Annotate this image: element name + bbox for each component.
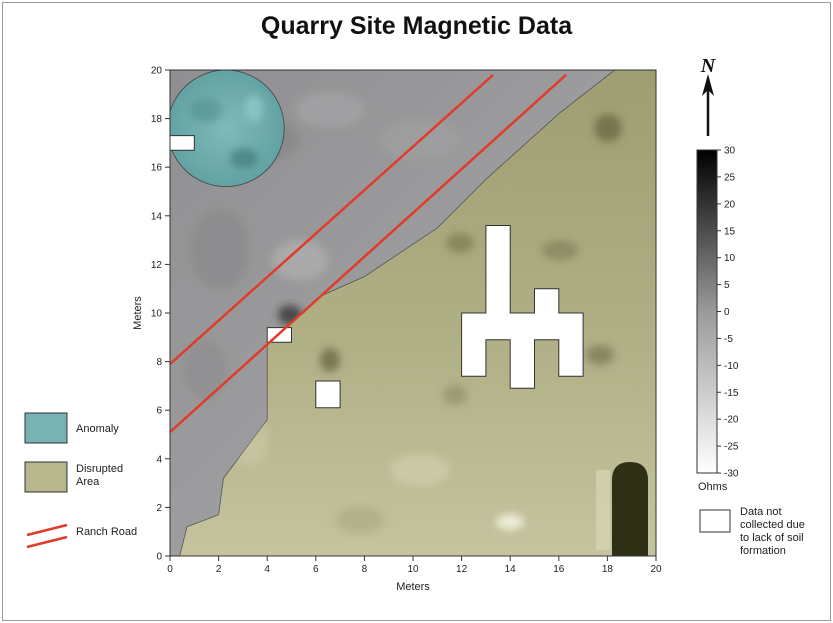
colorbar-tick-label--25: -25 <box>724 442 739 453</box>
y-axis: 0 2 4 6 8 10 12 14 16 18 20 <box>151 66 170 563</box>
no-data-area-4 <box>461 225 584 389</box>
colorbar-tick-label-10: 10 <box>724 253 736 264</box>
y-axis-title: Meters <box>132 296 144 330</box>
x-tick-label-18: 18 <box>602 564 614 575</box>
y-tick-label-10: 10 <box>151 309 163 320</box>
legend-swatch-anomaly <box>24 412 68 444</box>
legend-label-disrupted-line2: Area <box>76 476 100 488</box>
y-tick-label-8: 8 <box>156 357 162 368</box>
y-tick-label-18: 18 <box>151 114 163 125</box>
colorbar-tick-label-20: 20 <box>724 199 736 210</box>
x-tick-label-0: 0 <box>167 564 173 575</box>
ranch-road <box>170 73 567 433</box>
legend-road-line-2 <box>26 535 68 549</box>
dark-anomaly-blob <box>612 462 648 556</box>
legend-label-disrupted: Disrupted Area <box>76 463 126 488</box>
legend-swatch-nodata <box>699 509 731 533</box>
colorbar-tick-label--10: -10 <box>724 361 739 372</box>
legend-label-disrupted-line1: Disrupted <box>76 463 123 475</box>
ranch-road-line-1 <box>170 73 495 365</box>
legend-label-nodata-line3: to lack of soil <box>740 532 804 544</box>
colorbar-tick-label-5: 5 <box>724 280 730 291</box>
x-tick-label-12: 12 <box>456 564 468 575</box>
colorbar: 30 25 20 15 10 5 0 -5 -10 -15 -20 -25 -30 Ohms <box>696 146 739 493</box>
legend: Anomaly Disrupted Area Ranch Road Data n… <box>24 412 808 557</box>
y-tick-label-4: 4 <box>156 454 162 465</box>
colorbar-tick-label--30: -30 <box>724 469 739 480</box>
x-tick-label-4: 4 <box>264 564 270 575</box>
disrupted-area <box>179 70 656 556</box>
light-strip <box>596 470 610 550</box>
x-tick-label-14: 14 <box>505 564 517 575</box>
colorbar-gradient <box>696 149 718 474</box>
legend-label-nodata-line2: collected due <box>740 519 805 531</box>
anomaly-circle <box>170 70 285 188</box>
north-arrow-head <box>702 74 714 96</box>
chart-title: Quarry Site Magnetic Data <box>260 12 573 40</box>
x-axis-title: Meters <box>396 581 430 593</box>
anomaly-circle-group <box>170 70 285 188</box>
y-tick-label-14: 14 <box>151 211 163 222</box>
legend-label-nodata-line4: formation <box>740 545 786 557</box>
colorbar-tick-label--5: -5 <box>724 334 733 345</box>
north-arrow: N <box>700 55 717 136</box>
legend-road-line-1 <box>26 523 68 537</box>
colorbar-tick-label-30: 30 <box>724 146 736 157</box>
legend-label-anomaly: Anomaly <box>76 423 119 435</box>
x-tick-label-8: 8 <box>362 564 368 575</box>
y-tick-label-0: 0 <box>156 552 162 563</box>
x-tick-label-2: 2 <box>216 564 222 575</box>
colorbar-unit: Ohms <box>698 481 728 493</box>
y-tick-label-16: 16 <box>151 163 163 174</box>
x-axis: 0 2 4 6 8 10 12 14 16 18 20 <box>167 556 662 575</box>
legend-label-nodata: Data not collected due to lack of soil f… <box>740 506 808 557</box>
legend-label-road: Ranch Road <box>76 526 137 538</box>
no-data-area-3 <box>315 380 341 409</box>
y-tick-label-2: 2 <box>156 503 162 514</box>
colorbar-tick-label-25: 25 <box>724 172 736 183</box>
x-tick-label-16: 16 <box>553 564 565 575</box>
colorbar-ticks: 30 25 20 15 10 5 0 -5 -10 -15 -20 -25 -30 <box>717 146 739 480</box>
x-tick-label-10: 10 <box>407 564 419 575</box>
legend-swatch-disrupted <box>24 461 68 493</box>
no-data-area-1 <box>170 135 195 151</box>
colorbar-tick-label--15: -15 <box>724 388 739 399</box>
legend-label-nodata-line1: Data not <box>740 506 782 518</box>
anomaly-texture <box>189 94 264 169</box>
north-label: N <box>700 55 717 77</box>
ranch-road-line-2 <box>170 73 567 433</box>
y-tick-label-6: 6 <box>156 406 162 417</box>
y-tick-label-12: 12 <box>151 260 163 271</box>
y-tick-label-20: 20 <box>151 66 163 77</box>
x-tick-label-20: 20 <box>650 564 662 575</box>
x-tick-label-6: 6 <box>313 564 319 575</box>
colorbar-tick-label--20: -20 <box>724 415 739 426</box>
colorbar-tick-label-15: 15 <box>724 226 736 237</box>
colorbar-tick-label-0: 0 <box>724 307 730 318</box>
